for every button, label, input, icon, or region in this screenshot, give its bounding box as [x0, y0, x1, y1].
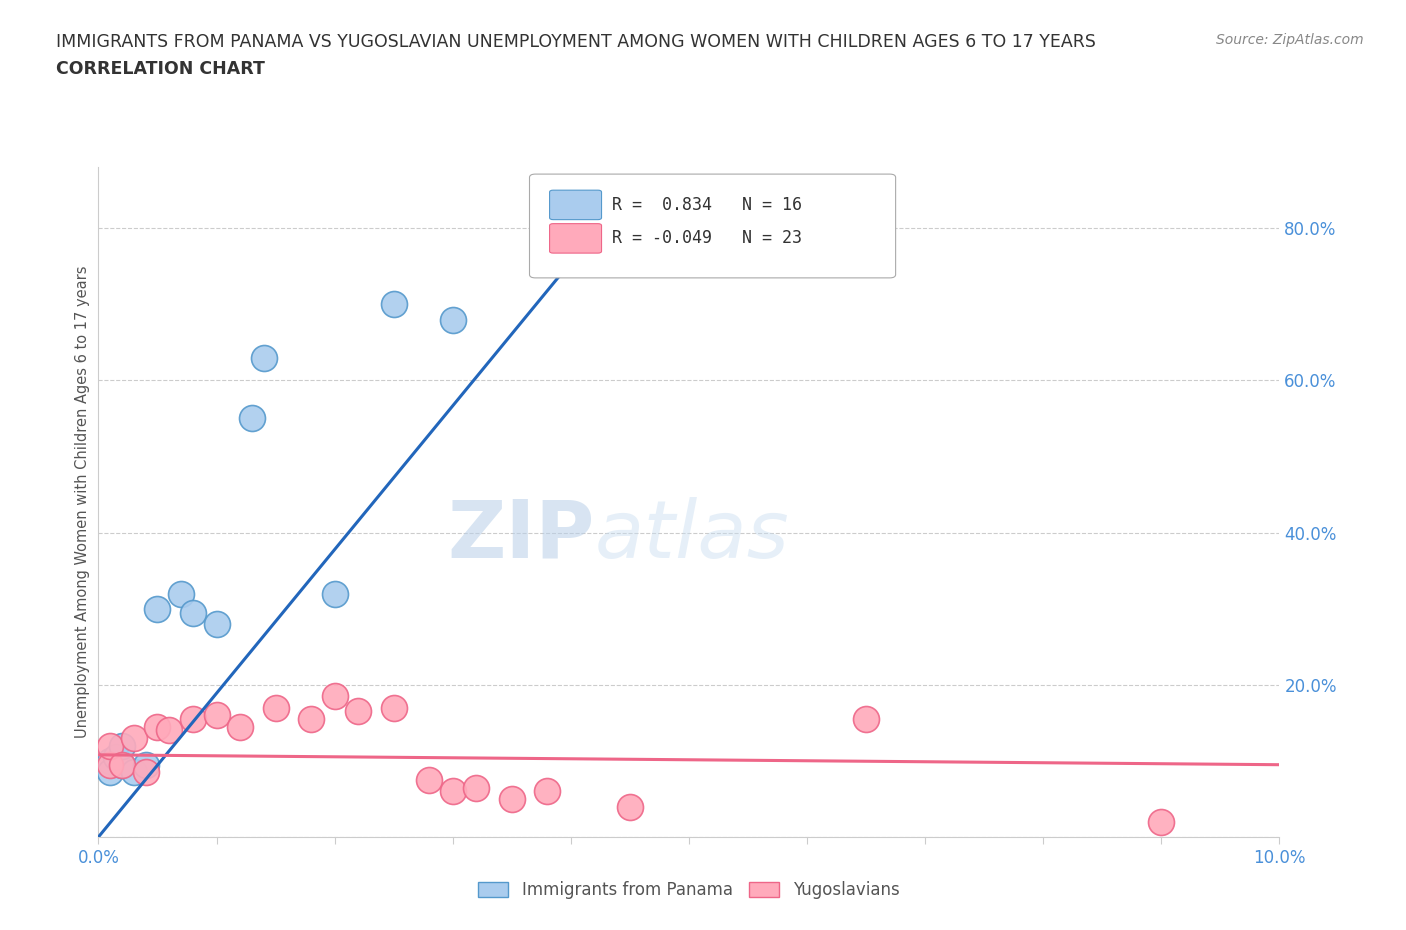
Point: [441, 784, 464, 799]
Y-axis label: Unemployment Among Women with Children Ages 6 to 17 years: Unemployment Among Women with Children A…: [75, 266, 90, 738]
Text: R = -0.049   N = 23: R = -0.049 N = 23: [612, 230, 803, 247]
Point: [347, 704, 370, 719]
Point: [536, 784, 558, 799]
Point: [382, 297, 405, 312]
Point: [240, 411, 263, 426]
Text: ZIP: ZIP: [447, 497, 595, 575]
Point: [264, 700, 287, 715]
Point: [122, 731, 145, 746]
Point: [135, 757, 157, 772]
FancyBboxPatch shape: [550, 190, 602, 219]
Point: [98, 757, 121, 772]
Point: [418, 773, 440, 788]
Text: R =  0.834   N = 16: R = 0.834 N = 16: [612, 196, 803, 214]
Point: [135, 764, 157, 779]
Legend: Immigrants from Panama, Yugoslavians: Immigrants from Panama, Yugoslavians: [472, 874, 905, 906]
Point: [146, 602, 169, 617]
Point: [111, 738, 134, 753]
Text: Source: ZipAtlas.com: Source: ZipAtlas.com: [1216, 33, 1364, 46]
Text: atlas: atlas: [595, 497, 789, 575]
Point: [105, 750, 128, 764]
Point: [157, 723, 180, 737]
FancyBboxPatch shape: [550, 223, 602, 253]
Point: [501, 791, 523, 806]
Point: [146, 719, 169, 734]
Text: IMMIGRANTS FROM PANAMA VS YUGOSLAVIAN UNEMPLOYMENT AMONG WOMEN WITH CHILDREN AGE: IMMIGRANTS FROM PANAMA VS YUGOSLAVIAN UN…: [56, 33, 1097, 50]
Point: [229, 719, 252, 734]
Point: [122, 764, 145, 779]
Point: [170, 586, 193, 601]
Point: [98, 753, 121, 768]
Point: [98, 738, 121, 753]
Point: [253, 351, 276, 365]
Point: [465, 780, 488, 795]
Point: [299, 711, 322, 726]
Point: [323, 689, 346, 704]
Point: [382, 700, 405, 715]
Point: [111, 757, 134, 772]
Point: [1150, 815, 1173, 830]
Text: CORRELATION CHART: CORRELATION CHART: [56, 60, 266, 78]
Point: [111, 757, 134, 772]
Point: [855, 711, 877, 726]
FancyBboxPatch shape: [530, 174, 896, 278]
Point: [205, 708, 228, 723]
Point: [98, 764, 121, 779]
Point: [181, 605, 204, 620]
Point: [619, 799, 641, 814]
Point: [205, 617, 228, 631]
Point: [441, 312, 464, 327]
Point: [181, 711, 204, 726]
Point: [323, 586, 346, 601]
